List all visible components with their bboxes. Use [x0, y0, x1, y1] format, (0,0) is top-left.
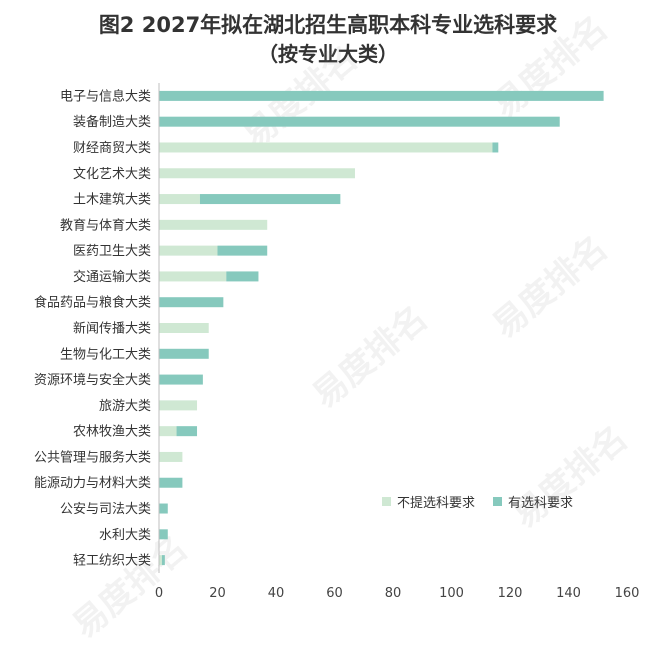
x-tick-label: 0: [155, 586, 163, 601]
bar-segment-req: [492, 142, 499, 153]
bar-segment-none: [159, 194, 200, 205]
x-tick-label: 160: [615, 586, 640, 601]
x-tick-label: 60: [326, 586, 343, 601]
bar-segment-none: [159, 426, 177, 437]
bar-segment-none: [159, 451, 183, 462]
category-label: 公共管理与服务大类: [34, 449, 151, 465]
bar-segment-req: [159, 374, 203, 385]
category-label: 轻工纺织大类: [73, 554, 151, 569]
category-label: 生物与化工大类: [60, 347, 151, 362]
category-label: 文化艺术大类: [73, 167, 151, 182]
category-label: 能源动力与材料大类: [34, 476, 151, 491]
bar-segment-req: [159, 348, 209, 359]
category-label: 财经商贸大类: [73, 141, 151, 156]
bar-segment-none: [159, 219, 268, 230]
category-label: 食品药品与粮食大类: [34, 295, 151, 311]
category-label: 土木建筑大类: [73, 192, 151, 208]
chart-title: 图2 2027年拟在湖北招生高职本科专业选科要求: [98, 13, 558, 37]
category-label: 旅游大类: [99, 399, 151, 414]
category-label: 电子与信息大类: [60, 88, 151, 104]
chart-subtitle: （按专业大类）: [258, 42, 398, 66]
bar-segment-req: [159, 297, 224, 308]
bar-segment-none: [159, 245, 218, 256]
legend-label-req: 有选科要求: [508, 496, 574, 511]
x-tick-label: 40: [268, 586, 285, 601]
chart-title-block: 图2 2027年拟在湖北招生高职本科专业选科要求 （按专业大类）: [0, 10, 656, 68]
bar-segment-req: [159, 529, 168, 540]
x-tick-label: 120: [498, 586, 523, 601]
category-label: 公安与司法大类: [60, 502, 151, 517]
bar-segment-req: [159, 116, 560, 127]
x-tick-label: 100: [439, 586, 464, 601]
bar-segment-req: [161, 555, 165, 566]
x-tick-label: 140: [556, 586, 581, 601]
legend-label-none: 不提选科要求: [397, 496, 476, 511]
category-label: 教育与体育大类: [60, 217, 151, 233]
category-label: 医药卫生大类: [73, 244, 151, 259]
category-label: 农林牧渔大类: [73, 425, 151, 440]
bar-chart: 电子与信息大类装备制造大类财经商贸大类文化艺术大类土木建筑大类教育与体育大类医药…: [34, 83, 640, 601]
bar-segment-none: [159, 323, 209, 333]
bar-segment-req: [159, 503, 168, 514]
bar-segment-req: [217, 245, 268, 256]
category-label: 资源环境与安全大类: [34, 372, 151, 388]
category-label: 水利大类: [99, 528, 151, 543]
bar-segment-none: [159, 142, 493, 153]
x-tick-label: 20: [209, 586, 226, 601]
bar-segment-req: [199, 194, 341, 205]
legend: 不提选科要求 有选科要求: [382, 492, 573, 511]
bar-segment-req: [226, 271, 259, 282]
x-tick-label: 80: [385, 586, 402, 601]
category-label: 新闻传播大类: [73, 321, 151, 337]
bar-segment-req: [159, 477, 183, 488]
legend-swatch-none: [382, 497, 391, 506]
bar-segment-none: [159, 168, 355, 179]
category-label: 装备制造大类: [73, 114, 151, 130]
legend-swatch-req: [493, 497, 503, 506]
category-label: 交通运输大类: [73, 269, 151, 285]
bar-segment-req: [159, 90, 604, 101]
bar-segment-req: [176, 426, 198, 437]
bar-segment-none: [159, 271, 227, 282]
bar-segment-none: [159, 400, 198, 411]
bar-segment-none: [159, 555, 162, 566]
